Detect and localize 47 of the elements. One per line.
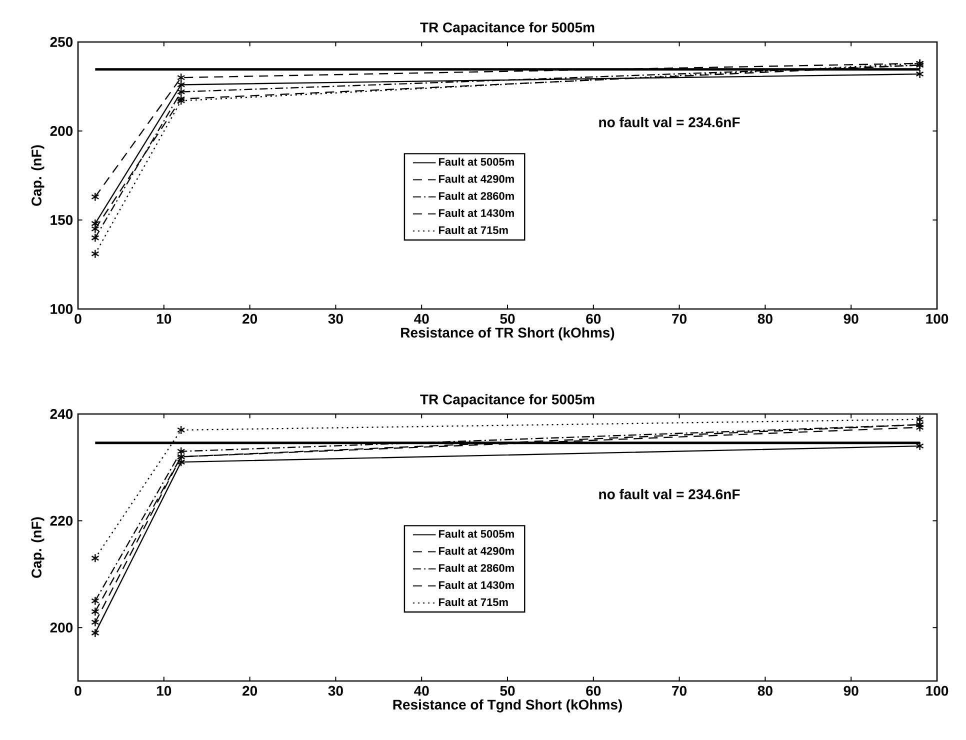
x-tick-label: 0 bbox=[74, 686, 82, 696]
y-axis-title: Cap. (nF) bbox=[31, 517, 44, 578]
x-tick-label: 50 bbox=[500, 686, 515, 696]
x-tick-label: 10 bbox=[156, 686, 172, 696]
y-tick-label: 250 bbox=[50, 37, 73, 47]
y-tick-label: 200 bbox=[50, 126, 73, 136]
annotation: no fault val = 234.6nF bbox=[599, 116, 740, 128]
x-axis-title: Resistance of Tgnd Short (kOhms) bbox=[393, 699, 622, 712]
x-tick-label: 90 bbox=[844, 686, 858, 696]
x-tick-label: 60 bbox=[586, 314, 601, 324]
x-tick-label: 80 bbox=[758, 314, 772, 324]
x-axis-title: Resistance of TR Short (kOhms) bbox=[401, 327, 614, 340]
legend-label: Fault at 715m bbox=[438, 226, 508, 234]
legend-label: Fault at 4290m bbox=[438, 174, 514, 183]
y-tick-label: 100 bbox=[50, 304, 73, 314]
x-tick-label: 0 bbox=[74, 314, 82, 324]
annotation: no fault val = 234.6nF bbox=[599, 488, 740, 500]
x-tick-label: 80 bbox=[758, 686, 772, 696]
x-tick-label: 70 bbox=[672, 686, 687, 696]
y-tick-label: 220 bbox=[50, 516, 73, 526]
legend-label: Fault at 5005m bbox=[438, 158, 514, 166]
legend-label: Fault at 2860m bbox=[438, 564, 514, 572]
x-tick-label: 70 bbox=[672, 314, 687, 324]
legend-label: Fault at 2860m bbox=[438, 192, 514, 200]
x-tick-label: 100 bbox=[926, 314, 948, 324]
y-tick-label: 150 bbox=[50, 215, 73, 225]
chart-title: TR Capacitance for 5005m bbox=[420, 22, 594, 36]
x-tick-label: 50 bbox=[500, 314, 515, 324]
x-tick-label: 10 bbox=[156, 314, 172, 324]
x-tick-label: 20 bbox=[242, 686, 258, 696]
x-tick-label: 40 bbox=[414, 314, 429, 324]
y-axis-title: Cap. (nF) bbox=[31, 145, 44, 206]
x-tick-label: 60 bbox=[586, 686, 601, 696]
legend-label: Fault at 1430m bbox=[438, 580, 514, 589]
x-tick-label: 20 bbox=[242, 314, 258, 324]
x-tick-label: 90 bbox=[844, 314, 858, 324]
legend-label: Fault at 5005m bbox=[438, 530, 514, 538]
y-tick-label: 200 bbox=[50, 622, 73, 633]
chart-title: TR Capacitance for 5005m bbox=[420, 394, 594, 408]
legend-label: Fault at 715m bbox=[438, 598, 508, 606]
x-tick-label: 40 bbox=[414, 686, 429, 696]
x-tick-label: 30 bbox=[328, 686, 343, 696]
x-tick-label: 30 bbox=[328, 314, 343, 324]
y-tick-label: 240 bbox=[50, 409, 73, 419]
x-tick-label: 100 bbox=[926, 686, 948, 696]
legend-label: Fault at 1430m bbox=[438, 208, 514, 217]
legend-label: Fault at 4290m bbox=[438, 546, 514, 555]
